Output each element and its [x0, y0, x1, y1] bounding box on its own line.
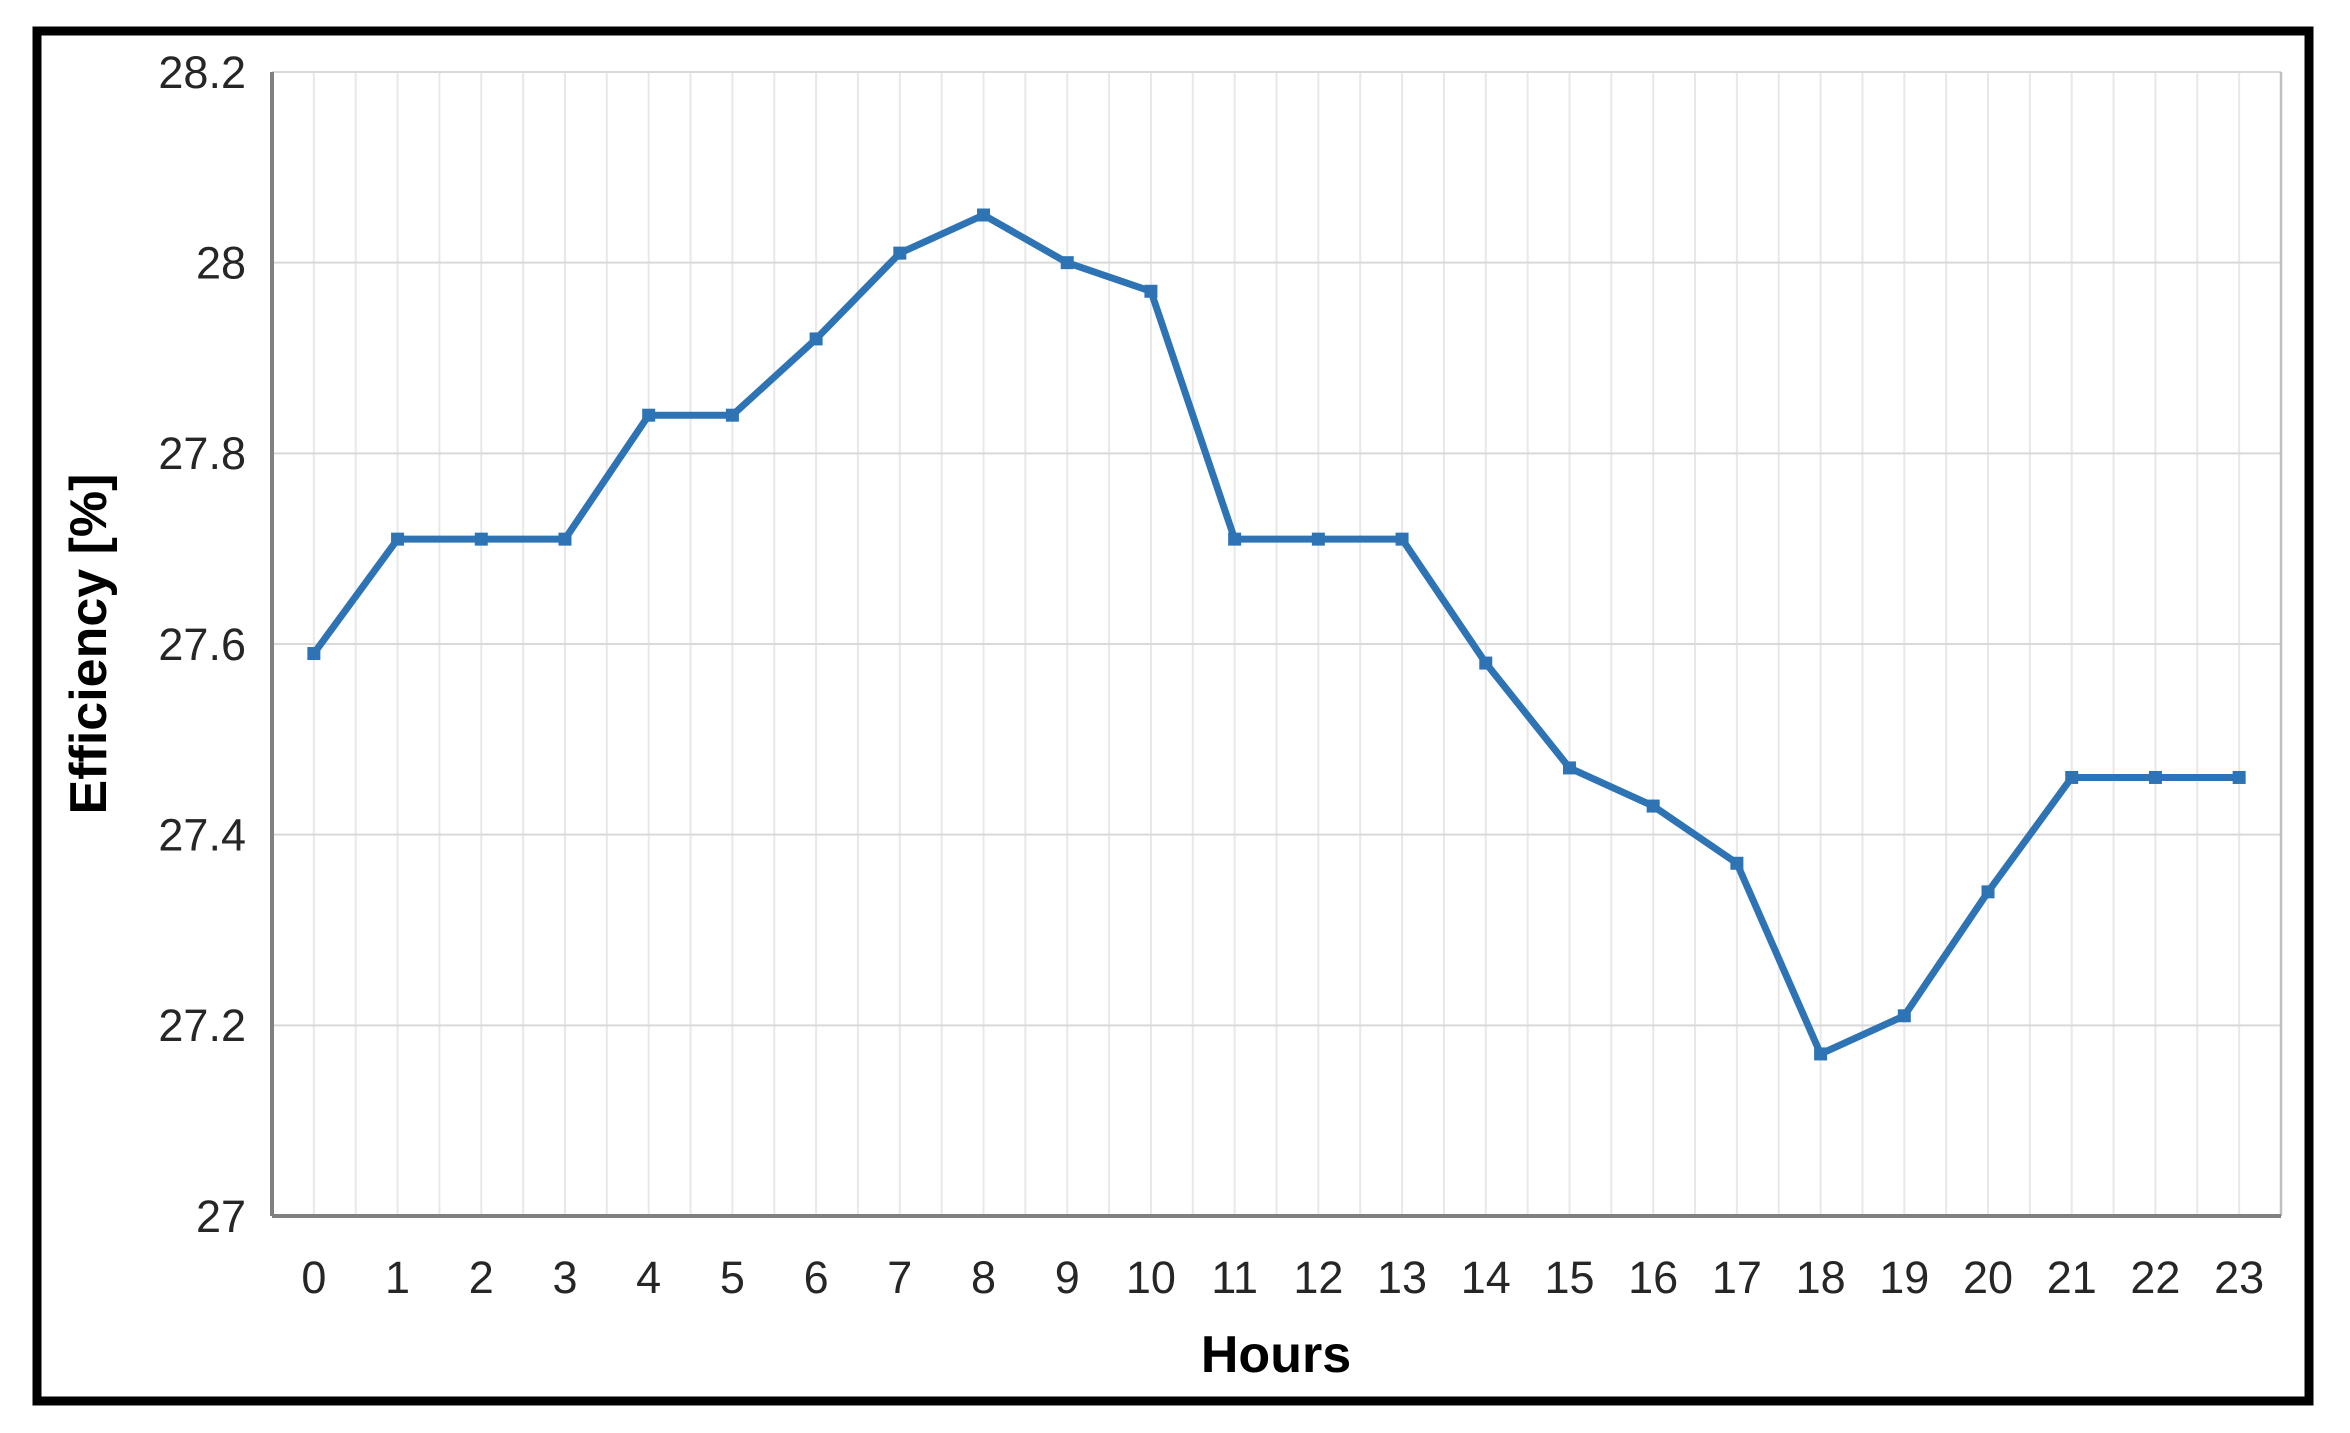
data-point-marker — [1646, 799, 1660, 813]
x-tick-label: 4 — [636, 1252, 661, 1303]
data-point-marker — [1228, 532, 1242, 546]
x-tick-label: 21 — [2047, 1252, 2097, 1303]
axes-layer — [270, 72, 2283, 1218]
x-tick-label: 12 — [1293, 1252, 1343, 1303]
data-point-marker — [558, 532, 572, 546]
y-tick-label: 27.4 — [158, 809, 246, 860]
x-tick-label: 14 — [1461, 1252, 1511, 1303]
y-tick-label: 27.6 — [158, 619, 246, 670]
x-tick-label: 15 — [1544, 1252, 1594, 1303]
y-tick-label: 28.2 — [158, 47, 246, 98]
data-point-marker — [2148, 770, 2162, 784]
x-tick-label: 8 — [971, 1252, 996, 1303]
x-tick-label: 0 — [301, 1252, 326, 1303]
x-tick-label: 5 — [720, 1252, 745, 1303]
data-point-marker — [1897, 1009, 1911, 1023]
data-point-marker — [1144, 284, 1158, 298]
x-tick-label: 3 — [552, 1252, 577, 1303]
x-tick-label: 2 — [469, 1252, 494, 1303]
data-point-marker — [725, 408, 739, 422]
series-layer — [307, 208, 2246, 1061]
data-point-marker — [307, 647, 321, 661]
x-tick-label: 9 — [1055, 1252, 1080, 1303]
x-tick-label: 18 — [1796, 1252, 1846, 1303]
x-tick-label: 10 — [1126, 1252, 1176, 1303]
y-tick-label: 27 — [196, 1191, 246, 1242]
y-axis-title: Efficiency [%] — [60, 474, 118, 815]
y-tick-label: 27.2 — [158, 1000, 246, 1051]
x-tick-label: 1 — [385, 1252, 410, 1303]
y-tick-label: 28 — [196, 237, 246, 288]
data-point-marker — [1060, 256, 1074, 270]
data-point-marker — [1395, 532, 1409, 546]
data-point-marker — [893, 246, 907, 260]
data-point-marker — [1479, 656, 1493, 670]
x-tick-label: 13 — [1377, 1252, 1427, 1303]
x-tick-label: 16 — [1628, 1252, 1678, 1303]
data-point-marker — [977, 208, 991, 222]
data-point-marker — [1562, 761, 1576, 775]
y-tick-label: 27.8 — [158, 428, 246, 479]
x-tick-label: 11 — [1211, 1252, 1258, 1303]
data-point-marker — [1814, 1047, 1828, 1061]
x-axis-title: Hours — [1201, 1326, 1351, 1384]
data-point-marker — [2232, 770, 2246, 784]
data-point-marker — [1981, 885, 1995, 899]
x-tick-label: 7 — [887, 1252, 912, 1303]
x-tick-label: 6 — [804, 1252, 829, 1303]
data-point-marker — [391, 532, 405, 546]
data-point-marker — [1730, 856, 1744, 870]
data-point-marker — [474, 532, 488, 546]
x-tick-label: 20 — [1963, 1252, 2013, 1303]
efficiency-line — [310, 211, 2243, 1058]
data-point-marker — [642, 408, 656, 422]
gridlines-layer — [272, 71, 2281, 1217]
x-tick-label: 22 — [2130, 1252, 2180, 1303]
data-point-marker — [2065, 770, 2079, 784]
x-tick-label: 19 — [1879, 1252, 1929, 1303]
x-tick-label: 17 — [1712, 1252, 1762, 1303]
data-point-marker — [1311, 532, 1325, 546]
data-point-marker — [809, 332, 823, 346]
chart-outer-border — [32, 26, 2314, 1406]
x-tick-label: 23 — [2214, 1252, 2264, 1303]
